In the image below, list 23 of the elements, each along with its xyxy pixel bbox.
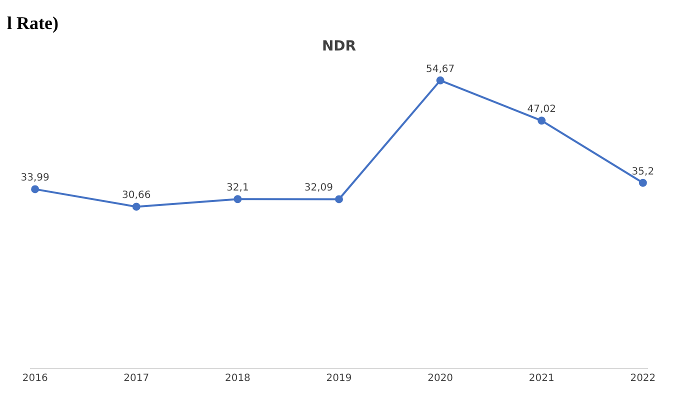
point: [31, 185, 40, 194]
data-label: 54,67: [426, 64, 455, 75]
point: [335, 195, 343, 204]
data-label: 30,66: [122, 190, 151, 202]
data-label: 32,09: [304, 182, 333, 194]
point: [234, 195, 242, 204]
point: [132, 202, 140, 211]
data-label: 35,2: [632, 166, 654, 178]
x-tick-label: 2017: [124, 373, 150, 384]
point: [638, 178, 647, 187]
data-label: 47,02: [527, 104, 556, 116]
point: [538, 116, 546, 125]
x-tick-label: 2021: [528, 373, 554, 384]
x-tick-label: 2019: [326, 373, 352, 384]
chart-title: NDR: [322, 38, 356, 55]
data-label: 33,99: [20, 172, 50, 184]
point: [436, 76, 444, 84]
x-tick-label: 2020: [428, 373, 454, 384]
text: l Rate): [7, 13, 58, 33]
x-tick-label: 2018: [224, 373, 250, 384]
x-tick-label: 2022: [630, 373, 656, 384]
x-tick-label: 2016: [22, 373, 48, 384]
data-label: 32,1: [226, 182, 249, 194]
